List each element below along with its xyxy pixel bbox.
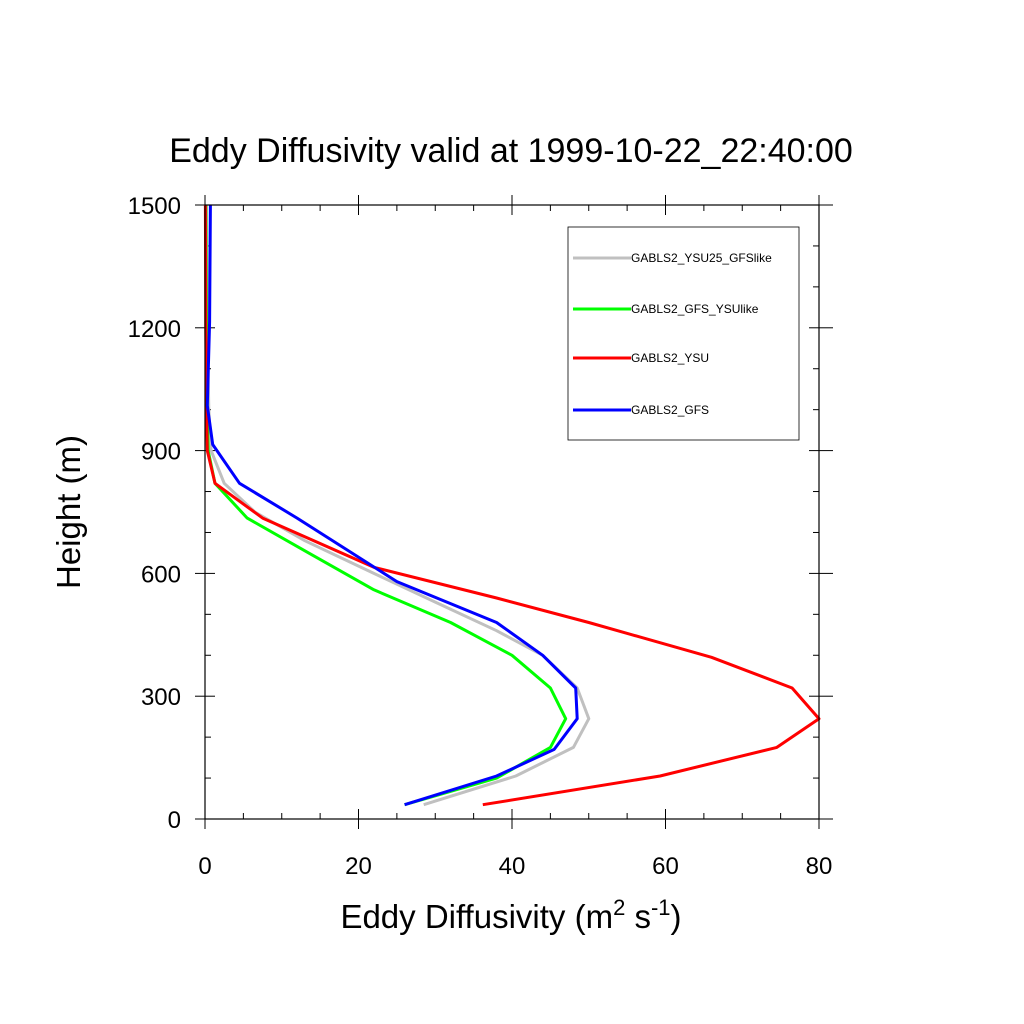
x-tick-label: 20 bbox=[345, 853, 372, 880]
y-axis-label: Height (m) bbox=[50, 435, 87, 589]
y-tick-label: 900 bbox=[141, 439, 181, 466]
legend-box bbox=[567, 226, 800, 441]
x-tick-label: 80 bbox=[806, 853, 833, 880]
series-line-gabls2-gfs-ysulike bbox=[204, 204, 568, 807]
y-tick-labels: 0 300 600 900 1200 1500 bbox=[128, 193, 181, 834]
legend-label: GABLS2_YSU bbox=[631, 351, 709, 365]
y-tick-label: 1200 bbox=[128, 316, 181, 343]
y-tick-label: 0 bbox=[168, 807, 181, 834]
plot-frame bbox=[204, 204, 820, 820]
series-lines bbox=[203, 204, 821, 807]
legend: GABLS2_YSU25_GFSlike GABLS2_GFS_YSUlike GA… bbox=[567, 226, 800, 441]
chart-title: Eddy Diffusivity valid at 1999-10-22_22:… bbox=[169, 132, 853, 170]
legend-label: GABLS2_YSU25_GFSlike bbox=[631, 251, 772, 265]
series-line-gabls2-gfs bbox=[205, 204, 579, 807]
x-tick-label: 40 bbox=[499, 853, 526, 880]
x-tick-label: 0 bbox=[198, 853, 211, 880]
series-line-gabls2-ysu25-gfslike bbox=[205, 204, 591, 807]
y-tick-label: 600 bbox=[141, 561, 181, 588]
y-tick-label: 1500 bbox=[128, 193, 181, 220]
x-tick-labels: 0 20 40 60 80 bbox=[198, 853, 832, 880]
legend-label: GABLS2_GFS_YSUlike bbox=[631, 302, 759, 316]
series-line-gabls2-ysu bbox=[203, 204, 821, 807]
y-tick-label: 300 bbox=[141, 684, 181, 711]
x-axis-label: Eddy Diffusivity (m2 s-1) bbox=[340, 895, 681, 935]
legend-label: GABLS2_GFS bbox=[631, 403, 709, 417]
x-tick-label: 60 bbox=[652, 853, 679, 880]
